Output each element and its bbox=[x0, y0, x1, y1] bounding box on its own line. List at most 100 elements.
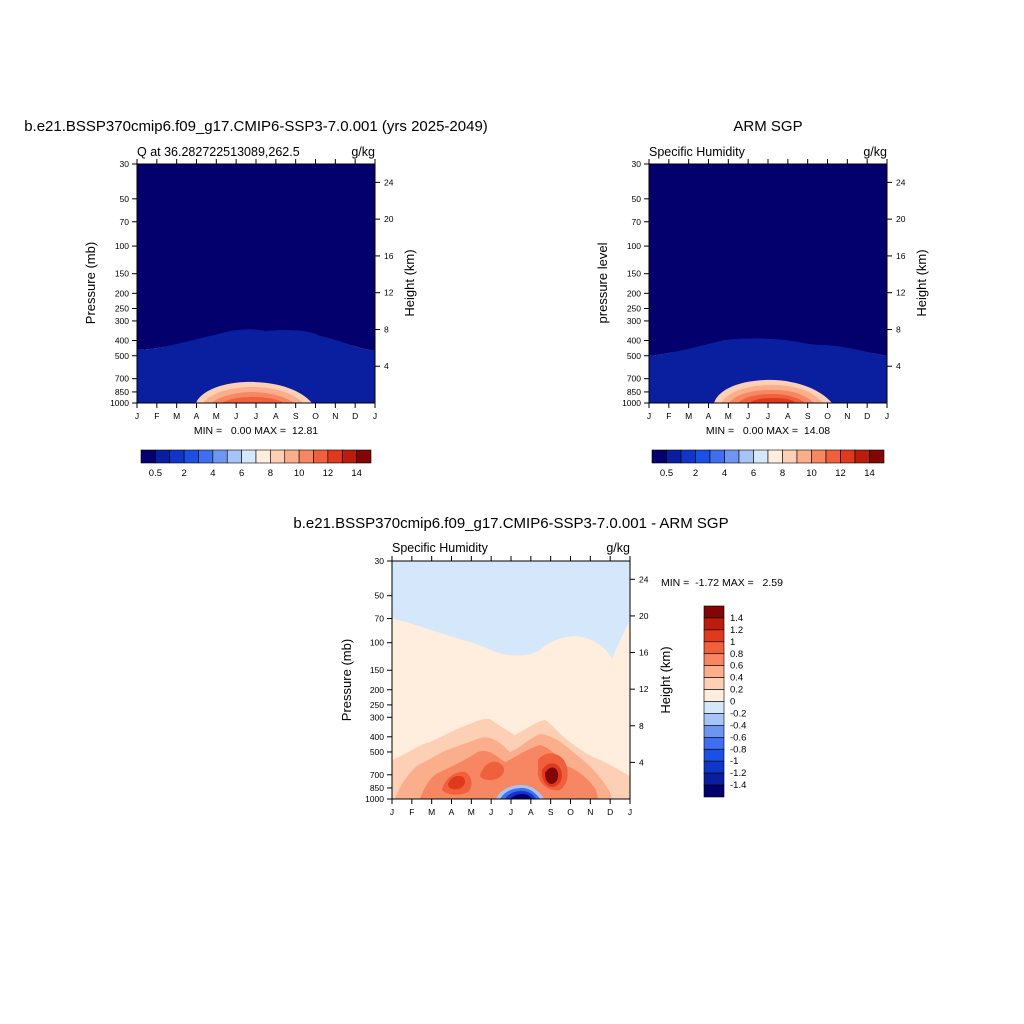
y-tick-label: 30 bbox=[375, 556, 385, 566]
y-tick-label: 1000 bbox=[622, 398, 641, 408]
colorbar-swatch bbox=[703, 653, 725, 666]
y-tick-label: 70 bbox=[632, 217, 642, 227]
colorbar-tick-label: 0.8 bbox=[730, 649, 743, 660]
x-tick-label: J bbox=[254, 411, 258, 421]
y-tick-label: 300 bbox=[627, 316, 641, 326]
colorbar-tick-label: 6 bbox=[751, 468, 756, 479]
panel-units-label: g/kg bbox=[351, 145, 375, 159]
panel-model: b.e21.BSSP370cmip6.f09_g17.CMIP6-SSP3-7.… bbox=[24, 118, 488, 479]
colorbar-swatch bbox=[703, 772, 725, 786]
colorbar-tick-label: 4 bbox=[722, 468, 727, 479]
colorbar-tick-label: 0.5 bbox=[149, 468, 162, 479]
colorbar-swatch bbox=[703, 701, 725, 714]
x-tick-label: A bbox=[194, 411, 200, 421]
panel-difference: b.e21.BSSP370cmip6.f09_g17.CMIP6-SSP3-7.… bbox=[293, 515, 783, 817]
x-tick-label: D bbox=[607, 807, 613, 817]
y-tick-label: 300 bbox=[115, 316, 129, 326]
y-tick-label: 400 bbox=[115, 336, 129, 346]
x-tick-label: D bbox=[864, 411, 870, 421]
x-tick-label: M bbox=[173, 411, 180, 421]
height-tick-label: 24 bbox=[896, 177, 906, 187]
height-tick-label: 16 bbox=[384, 251, 394, 261]
colorbar-swatch bbox=[341, 449, 357, 464]
ylabel-left: Pressure (mb) bbox=[339, 639, 354, 721]
colorbar-swatch bbox=[753, 449, 769, 464]
y-tick-label: 850 bbox=[115, 387, 129, 397]
colorbar-tick-label: 8 bbox=[780, 468, 785, 479]
colorbar-swatch bbox=[703, 617, 725, 631]
y-tick-label: 500 bbox=[115, 351, 129, 361]
x-tick-label: F bbox=[666, 411, 671, 421]
x-tick-label: O bbox=[567, 807, 574, 817]
colorbar-tick-label: 0 bbox=[730, 697, 735, 708]
height-tick-label: 8 bbox=[896, 324, 901, 334]
colorbar-swatch bbox=[298, 449, 314, 464]
colorbar-swatch bbox=[825, 449, 841, 464]
ylabel-right: Height (km) bbox=[402, 249, 417, 316]
x-tick-label: A bbox=[528, 807, 534, 817]
y-tick-label: 30 bbox=[120, 159, 130, 169]
colorbar-swatch bbox=[270, 449, 286, 464]
x-tick-label: A bbox=[273, 411, 279, 421]
colorbar-swatch bbox=[703, 713, 725, 726]
colorbar-tick-label: 0.2 bbox=[730, 685, 743, 696]
y-tick-label: 100 bbox=[115, 241, 129, 251]
y-tick-label: 500 bbox=[627, 351, 641, 361]
y-tick-label: 150 bbox=[370, 665, 384, 675]
colorbar-tick-label: 12 bbox=[323, 468, 334, 479]
panel-units-label: g/kg bbox=[863, 145, 887, 159]
colorbar-tick-label: -1.4 bbox=[730, 780, 746, 791]
y-tick-label: 850 bbox=[370, 783, 384, 793]
height-tick-label: 16 bbox=[639, 648, 649, 658]
colorbar-tick-label: 0.4 bbox=[730, 673, 743, 684]
colorbar-swatch bbox=[703, 677, 725, 690]
x-tick-label: J bbox=[234, 411, 238, 421]
colorbar-tick-label: 10 bbox=[294, 468, 305, 479]
colorbar-tick-label: -0.6 bbox=[730, 732, 746, 743]
colorbar-swatch bbox=[796, 449, 812, 464]
y-tick-label: 100 bbox=[627, 241, 641, 251]
y-tick-label: 250 bbox=[115, 304, 129, 314]
colorbar-swatch bbox=[680, 449, 696, 464]
x-tick-label: S bbox=[805, 411, 811, 421]
stats-label: MIN = -1.72 MAX = 2.59 bbox=[661, 577, 783, 589]
colorbar-swatch bbox=[738, 449, 754, 464]
height-tick-label: 20 bbox=[639, 611, 649, 621]
x-tick-label: J bbox=[746, 411, 750, 421]
x-tick-label: J bbox=[885, 411, 889, 421]
y-tick-label: 300 bbox=[370, 712, 384, 722]
colorbar-swatch bbox=[198, 449, 214, 464]
x-tick-label: J bbox=[647, 411, 651, 421]
colorbar-swatch bbox=[703, 629, 725, 643]
height-tick-label: 20 bbox=[384, 214, 394, 224]
colorbar: 1.41.210.80.60.40.20-0.2-0.4-0.6-0.8-1-1… bbox=[703, 605, 746, 798]
height-tick-label: 12 bbox=[384, 288, 394, 298]
colorbar-swatch bbox=[767, 449, 783, 464]
y-tick-label: 30 bbox=[632, 159, 642, 169]
height-tick-label: 4 bbox=[896, 361, 901, 371]
colorbar-swatch bbox=[313, 449, 329, 464]
y-tick-label: 50 bbox=[120, 194, 130, 204]
y-tick-label: 150 bbox=[115, 269, 129, 279]
y-tick-label: 1000 bbox=[365, 794, 384, 804]
colorbar-swatch bbox=[703, 605, 725, 619]
x-tick-label: J bbox=[509, 807, 513, 817]
y-tick-label: 200 bbox=[370, 685, 384, 695]
y-tick-label: 500 bbox=[370, 747, 384, 757]
ylabel-right: Height (km) bbox=[658, 646, 673, 713]
height-tick-label: 8 bbox=[384, 324, 389, 334]
x-tick-label: J bbox=[766, 411, 770, 421]
colorbar-swatch bbox=[255, 449, 271, 464]
colorbar-swatch bbox=[703, 665, 725, 678]
colorbar-tick-label: 10 bbox=[806, 468, 817, 479]
height-tick-label: 8 bbox=[639, 721, 644, 731]
colorbar-swatch bbox=[284, 449, 300, 464]
x-tick-label: D bbox=[352, 411, 358, 421]
colorbar-swatch bbox=[241, 449, 257, 464]
x-tick-label: M bbox=[685, 411, 692, 421]
colorbar-swatch bbox=[703, 760, 725, 774]
stats-label: MIN = 0.00 MAX = 12.81 bbox=[194, 425, 318, 437]
y-tick-label: 850 bbox=[627, 387, 641, 397]
colorbar-swatch bbox=[212, 449, 228, 464]
